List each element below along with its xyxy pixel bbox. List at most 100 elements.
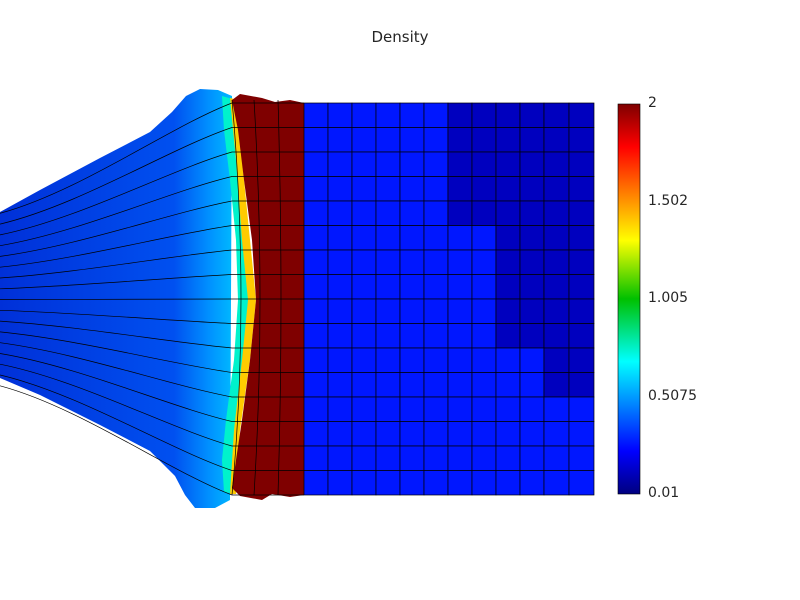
mesh-cell xyxy=(447,225,473,251)
mesh-cell xyxy=(519,396,545,422)
mesh-cell xyxy=(447,421,473,447)
mesh-cell xyxy=(495,421,521,447)
mesh-cell xyxy=(351,323,377,349)
mesh-cell xyxy=(327,102,353,128)
mesh-cell xyxy=(399,127,425,153)
mesh-cell xyxy=(351,298,377,324)
mesh-cell xyxy=(447,151,473,177)
mesh-cell xyxy=(399,298,425,324)
mesh-cell xyxy=(423,274,449,300)
mesh-cell xyxy=(327,323,353,349)
mesh-cell xyxy=(375,200,401,226)
mesh-cell xyxy=(375,274,401,300)
mesh-cell xyxy=(543,396,570,422)
mesh-cell xyxy=(495,200,521,226)
colorbar-tick-label: 1.005 xyxy=(648,290,689,306)
mesh-cell xyxy=(447,176,473,202)
mesh-cell xyxy=(568,298,595,324)
mesh-cell xyxy=(399,323,425,349)
mesh-cell xyxy=(495,176,521,202)
mesh-cell xyxy=(423,396,449,422)
mesh-cell xyxy=(519,151,545,177)
mesh-cell xyxy=(423,200,449,226)
mesh-cell xyxy=(351,445,377,471)
colorbar-tick-label: 1.502 xyxy=(648,192,689,209)
mesh-cell xyxy=(471,298,497,324)
mesh-cell xyxy=(351,200,377,226)
mesh-cell xyxy=(471,347,497,373)
mesh-cell xyxy=(519,249,545,275)
mesh-cell xyxy=(471,323,497,349)
mesh-cell xyxy=(303,396,329,422)
mesh-cell xyxy=(327,445,353,471)
mesh-line xyxy=(0,331,304,373)
chart-title: Density xyxy=(371,28,429,46)
mesh-cell xyxy=(447,396,473,422)
mesh-cell xyxy=(351,249,377,275)
mesh-cell xyxy=(568,127,595,153)
mesh-cell xyxy=(399,445,425,471)
mesh-cell xyxy=(423,298,449,324)
mesh-cell xyxy=(303,200,329,226)
mesh-cell xyxy=(471,249,497,275)
mesh-line xyxy=(253,99,261,496)
mesh-cell xyxy=(543,274,570,300)
mesh-line xyxy=(0,200,304,257)
mesh-cell xyxy=(519,102,545,128)
mesh-cell xyxy=(327,200,353,226)
colorbar-tick-label: 2 xyxy=(648,95,657,111)
mesh-cell xyxy=(327,225,353,251)
mesh-cell xyxy=(423,445,449,471)
mesh-cell xyxy=(471,372,497,398)
mesh-cell xyxy=(327,176,353,202)
mesh-cell xyxy=(375,298,401,324)
mesh-cell xyxy=(471,151,497,177)
mesh-line xyxy=(0,363,304,447)
mesh-cell xyxy=(543,151,570,177)
mesh-cell xyxy=(568,347,595,373)
mesh-cell xyxy=(327,298,353,324)
mesh-cell xyxy=(568,249,595,275)
mesh-cell xyxy=(568,323,595,349)
mesh-cell xyxy=(399,151,425,177)
colorbar-tick-label: 0.01 xyxy=(648,485,680,501)
mesh-cell xyxy=(495,445,521,471)
mesh-cell xyxy=(543,127,570,153)
mesh-cell xyxy=(375,249,401,275)
mesh-cell xyxy=(543,298,570,324)
mesh-cell xyxy=(543,323,570,349)
mesh-cell xyxy=(471,274,497,300)
mesh-cell xyxy=(303,127,329,153)
mesh-cell xyxy=(447,102,473,128)
mesh-cell xyxy=(543,176,570,202)
compressed-zone xyxy=(232,94,304,500)
mesh-cell xyxy=(495,347,521,373)
mesh-cell xyxy=(327,396,353,422)
mesh-cell xyxy=(399,470,425,496)
mesh-cell xyxy=(303,323,329,349)
mesh-cell xyxy=(568,372,595,398)
mesh-cell xyxy=(375,176,401,202)
mesh-line xyxy=(0,225,304,268)
mesh-cell xyxy=(447,347,473,373)
mesh-line xyxy=(231,99,242,496)
mesh-cell xyxy=(568,176,595,202)
mesh-cell xyxy=(423,249,449,275)
mesh-cell xyxy=(423,347,449,373)
mesh-cell xyxy=(447,200,473,226)
mesh-cell xyxy=(471,445,497,471)
mesh-cell xyxy=(375,396,401,422)
mesh-cell xyxy=(568,102,595,128)
mesh-cell xyxy=(519,274,545,300)
mesh-cell xyxy=(568,274,595,300)
mesh-cell xyxy=(303,151,329,177)
mesh-cell xyxy=(375,421,401,447)
mesh-cell xyxy=(543,372,570,398)
mesh-cell xyxy=(495,470,521,496)
mesh-cell xyxy=(471,396,497,422)
mesh-cell xyxy=(423,151,449,177)
expanded-zone xyxy=(0,89,232,508)
mesh-line xyxy=(277,99,282,496)
mesh-cell xyxy=(568,445,595,471)
mesh-cell xyxy=(375,470,401,496)
